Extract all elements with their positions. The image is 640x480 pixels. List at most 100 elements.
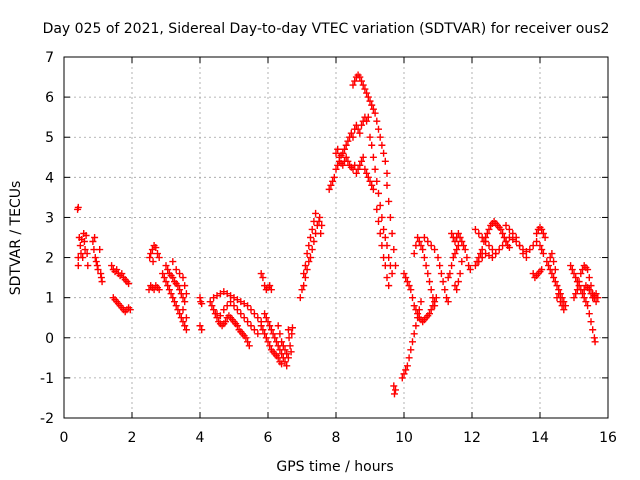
axis-ticks: [63, 56, 609, 419]
x-tick-label: 4: [196, 430, 205, 446]
data-point: [80, 238, 88, 246]
x-tick-label: 10: [395, 430, 413, 446]
data-point: [342, 141, 350, 149]
data-point: [424, 270, 432, 278]
data-point: [371, 165, 379, 173]
data-point: [424, 238, 432, 246]
data-point: [176, 270, 184, 278]
data-point: [344, 137, 352, 145]
data-point: [392, 262, 399, 270]
data-point: [349, 81, 357, 89]
data-point: [375, 189, 382, 197]
data-point: [303, 266, 311, 274]
data-point: [240, 314, 248, 322]
data-point: [356, 73, 364, 81]
chart-title: Day 025 of 2021, Sidereal Day-to-day VTE…: [43, 21, 610, 37]
y-tick-label: -2: [40, 411, 54, 427]
data-point: [505, 244, 513, 252]
data-point: [152, 244, 160, 252]
data-point: [359, 81, 367, 89]
data-point: [383, 181, 391, 189]
data-point: [77, 250, 85, 258]
data-point: [414, 310, 422, 318]
data-point: [76, 242, 84, 250]
data-point: [444, 298, 452, 306]
data-point: [118, 270, 126, 278]
data-point: [485, 225, 493, 233]
data-point: [539, 229, 547, 237]
data-point: [585, 310, 593, 318]
data-point: [352, 169, 360, 177]
data-point: [546, 254, 554, 262]
data-point: [274, 354, 282, 362]
data-point: [485, 242, 493, 250]
data-point: [182, 314, 190, 322]
data-point: [431, 246, 439, 254]
data-point: [407, 346, 415, 354]
data-point: [368, 141, 376, 149]
data-point: [171, 298, 178, 306]
data-point: [388, 270, 396, 278]
data-point: [266, 282, 274, 290]
data-point: [301, 262, 309, 270]
data-point: [303, 250, 311, 258]
data-point: [342, 153, 350, 161]
data-point: [453, 286, 461, 294]
data-point: [483, 229, 491, 237]
y-tick-label: 5: [45, 130, 54, 146]
data-point: [458, 238, 466, 246]
data-point: [94, 266, 102, 274]
data-point: [363, 89, 371, 97]
data-point: [519, 250, 527, 258]
data-point: [288, 324, 296, 332]
data-point: [261, 330, 269, 338]
data-point: [538, 225, 546, 233]
data-point: [257, 322, 265, 330]
x-tick-label: 12: [463, 430, 481, 446]
data-point: [261, 310, 269, 318]
data-point: [84, 262, 92, 270]
data-point: [427, 286, 435, 294]
data-point: [434, 254, 442, 262]
data-point: [182, 290, 190, 298]
data-point: [174, 282, 182, 290]
data-point: [167, 290, 175, 298]
data-point: [155, 286, 163, 294]
data-point: [427, 242, 435, 250]
data-point: [264, 338, 272, 346]
data-point: [548, 250, 556, 258]
data-point: [409, 294, 416, 302]
data-point: [533, 229, 541, 237]
data-point: [267, 286, 275, 294]
data-point: [471, 225, 479, 233]
data-point: [172, 302, 180, 310]
data-point: [298, 286, 306, 294]
data-point: [216, 312, 224, 320]
data-point: [181, 282, 189, 290]
data-point: [307, 254, 314, 262]
data-point: [368, 101, 376, 109]
data-point: [247, 306, 255, 314]
data-point: [169, 258, 177, 266]
data-point: [329, 177, 337, 185]
data-point: [499, 242, 507, 250]
data-point: [373, 117, 381, 125]
data-points: [74, 71, 602, 398]
data-point: [358, 121, 365, 129]
data-point: [233, 322, 241, 330]
data-point: [441, 286, 449, 294]
data-point: [403, 362, 411, 370]
data-point: [402, 274, 410, 282]
data-point: [279, 342, 287, 350]
data-point: [427, 306, 435, 314]
data-point: [376, 201, 384, 209]
data-point: [254, 330, 262, 338]
grid-lines: [64, 57, 608, 418]
data-point: [488, 254, 496, 262]
data-point: [364, 93, 372, 101]
data-point: [584, 266, 592, 274]
data-point: [568, 266, 576, 274]
data-point: [400, 270, 408, 278]
data-point: [522, 254, 530, 262]
